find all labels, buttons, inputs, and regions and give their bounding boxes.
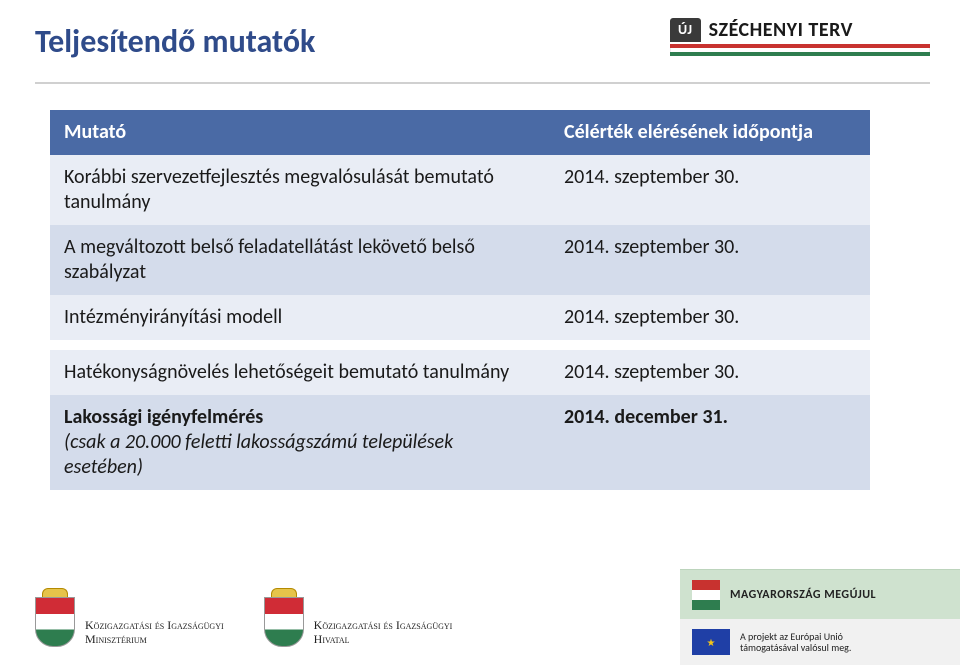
eu-flag-icon [692,629,730,655]
table-row: Hatékonyságnövelés lehetőségeit bemutató… [50,350,870,395]
header: Teljesítendő mutatók ÚJ SZÉCHENYI TERV [0,0,960,61]
cell: 2014. szeptember 30. [550,350,870,395]
table-header-row: Mutató Célérték elérésének időpontja [50,110,870,155]
coat-of-arms-icon [264,597,304,647]
title-rule [35,82,930,84]
cell: 2014. szeptember 30. [550,295,870,340]
cell: 2014. december 31. [550,395,870,490]
col-header-mutato: Mutató [50,110,550,155]
cell: 2014. szeptember 30. [550,155,870,225]
cell-note: (csak a 20.000 feletti lakosságszámú tel… [64,430,453,479]
ministry-line: Hivatal [314,632,350,646]
hungary-flag-icon [692,580,720,610]
cell: Intézményirányítási modell [50,295,550,340]
hungary-flag-bars [670,44,930,56]
ministry-line: Minisztérium [85,632,147,646]
cell: Korábbi szervezetfejlesztés megvalósulás… [50,155,550,225]
ministry-block: Közigazgatási és Igazságügyi Minisztériu… [35,597,224,647]
ministry-text: Közigazgatási és Igazságügyi Minisztériu… [85,619,224,647]
footer-right: MAGYARORSZÁG MEGÚJUL A projekt az Európa… [680,569,960,665]
eu-band: A projekt az Európai Unió támogatásával … [680,619,960,665]
cell-main: Lakossági igényfelmérés [64,405,263,429]
page-title: Teljesítendő mutatók [35,22,315,61]
table-row: Korábbi szervezetfejlesztés megvalósulás… [50,155,870,225]
eu-line: támogatásával valósul meg. [740,641,851,654]
table-row: A megváltozott belső feladatellátást lek… [50,225,870,295]
mm-text: MAGYARORSZÁG MEGÚJUL [730,588,876,602]
ministry-block: Közigazgatási és Igazságügyi Hivatal [264,597,453,647]
cell: Hatékonyságnövelés lehetőségeit bemutató… [50,350,550,395]
cell: 2014. szeptember 30. [550,225,870,295]
table-gap [50,340,870,350]
eu-text: A projekt az Európai Unió támogatásával … [740,631,851,654]
szechenyi-logo: ÚJ SZÉCHENYI TERV [670,22,930,56]
ministry-line: Közigazgatási és Igazságügyi [85,618,224,632]
table-row: Lakossági igényfelmérés (csak a 20.000 f… [50,395,870,490]
szechenyi-terv-text: SZÉCHENYI TERV [709,18,853,42]
table-row: Intézményirányítási modell 2014. szeptem… [50,295,870,340]
footer: Közigazgatási és Igazságügyi Minisztériu… [0,555,960,665]
ministry-line: Közigazgatási és Igazságügyi [314,618,453,632]
slide: Teljesítendő mutatók ÚJ SZÉCHENYI TERV M… [0,0,960,665]
indicators-table: Mutató Célérték elérésének időpontja Kor… [50,110,870,490]
footer-left: Közigazgatási és Igazságügyi Minisztériu… [35,597,452,647]
coat-of-arms-icon [35,597,75,647]
col-header-celertek: Célérték elérésének időpontja [550,110,870,155]
magyarorszag-megujul-band: MAGYARORSZÁG MEGÚJUL [680,569,960,619]
cell: Lakossági igényfelmérés (csak a 20.000 f… [50,395,550,490]
cell: A megváltozott belső feladatellátást lek… [50,225,550,295]
uj-badge: ÚJ [670,18,701,42]
ministry-text: Közigazgatási és Igazságügyi Hivatal [314,619,453,647]
